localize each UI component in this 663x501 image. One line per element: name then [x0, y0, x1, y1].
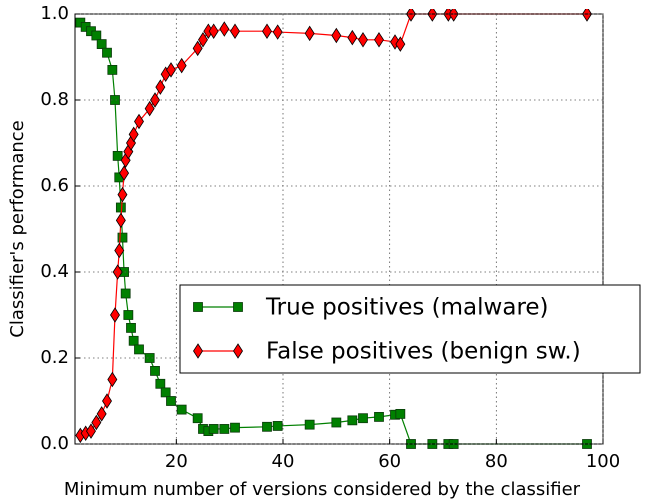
marker	[150, 92, 160, 108]
marker	[219, 424, 230, 434]
marker	[347, 415, 358, 426]
marker	[198, 32, 208, 48]
marker	[304, 419, 315, 430]
x-tick-label: 40	[272, 451, 295, 472]
marker	[208, 23, 219, 39]
marker	[176, 57, 187, 74]
marker	[144, 353, 155, 363]
marker	[219, 21, 230, 37]
marker	[331, 27, 342, 44]
marker	[192, 40, 203, 57]
marker	[166, 396, 176, 406]
marker	[114, 242, 125, 259]
marker	[304, 25, 315, 42]
marker	[406, 9, 416, 22]
marker	[102, 393, 112, 409]
y-tick-label: 0.0	[40, 433, 69, 454]
marker	[230, 23, 240, 39]
marker	[208, 424, 219, 434]
marker	[160, 387, 171, 398]
legend-label: True positives (malware)	[265, 295, 549, 321]
y-tick-label: 0.2	[40, 347, 69, 368]
marker	[331, 417, 342, 428]
marker	[96, 406, 107, 422]
marker	[150, 365, 160, 376]
marker	[91, 414, 102, 431]
marker	[126, 322, 136, 333]
marker	[128, 335, 139, 346]
marker	[120, 288, 131, 299]
marker	[112, 264, 123, 280]
marker	[155, 79, 166, 95]
y-tick-label: 0.4	[40, 261, 69, 282]
legend-marker	[233, 302, 243, 312]
marker	[117, 232, 128, 243]
marker	[262, 421, 272, 432]
marker	[134, 344, 144, 355]
marker	[582, 9, 592, 22]
marker	[395, 408, 406, 419]
marker	[119, 165, 130, 181]
marker	[262, 23, 272, 39]
marker	[144, 100, 155, 117]
marker	[395, 36, 406, 52]
legend-marker	[233, 343, 243, 359]
y-tick-label: 0.8	[40, 89, 69, 110]
marker	[107, 371, 118, 388]
marker	[128, 126, 139, 143]
x-tick-label: 80	[485, 451, 508, 472]
marker	[96, 39, 107, 49]
marker	[115, 202, 126, 213]
y-tick-label: 0.6	[40, 175, 69, 196]
marker	[134, 113, 144, 130]
marker	[347, 29, 358, 46]
marker	[155, 378, 166, 389]
marker	[272, 421, 283, 431]
marker	[117, 186, 128, 203]
plot-area	[75, 9, 592, 449]
marker	[192, 413, 203, 424]
x-tick-label: 20	[165, 451, 188, 472]
marker	[110, 95, 120, 105]
marker	[123, 310, 134, 320]
marker	[448, 9, 459, 22]
legend-marker	[193, 302, 203, 312]
marker	[102, 47, 112, 58]
marker	[107, 65, 118, 75]
y-axis-label: Classifier's performance	[7, 120, 28, 338]
x-tick-label: 60	[378, 451, 401, 472]
x-tick-label: 100	[586, 451, 620, 472]
marker	[230, 422, 240, 433]
marker	[112, 150, 123, 161]
legend-marker	[193, 343, 203, 359]
marker	[115, 212, 126, 229]
y-tick-label: 1.0	[40, 3, 69, 24]
marker	[358, 413, 368, 424]
marker	[272, 24, 283, 40]
marker	[427, 9, 438, 22]
legend-label: False positives (benign sw.)	[266, 339, 581, 365]
legend-box	[179, 284, 641, 374]
marker	[110, 307, 120, 323]
marker	[358, 32, 368, 48]
marker	[86, 423, 96, 439]
marker	[374, 412, 384, 422]
x-axis-label: Minimum number of versions considered by…	[64, 479, 581, 500]
marker	[91, 30, 102, 41]
marker	[176, 404, 187, 415]
axes-frame	[74, 13, 604, 445]
marker	[374, 32, 384, 48]
marker	[166, 62, 176, 78]
